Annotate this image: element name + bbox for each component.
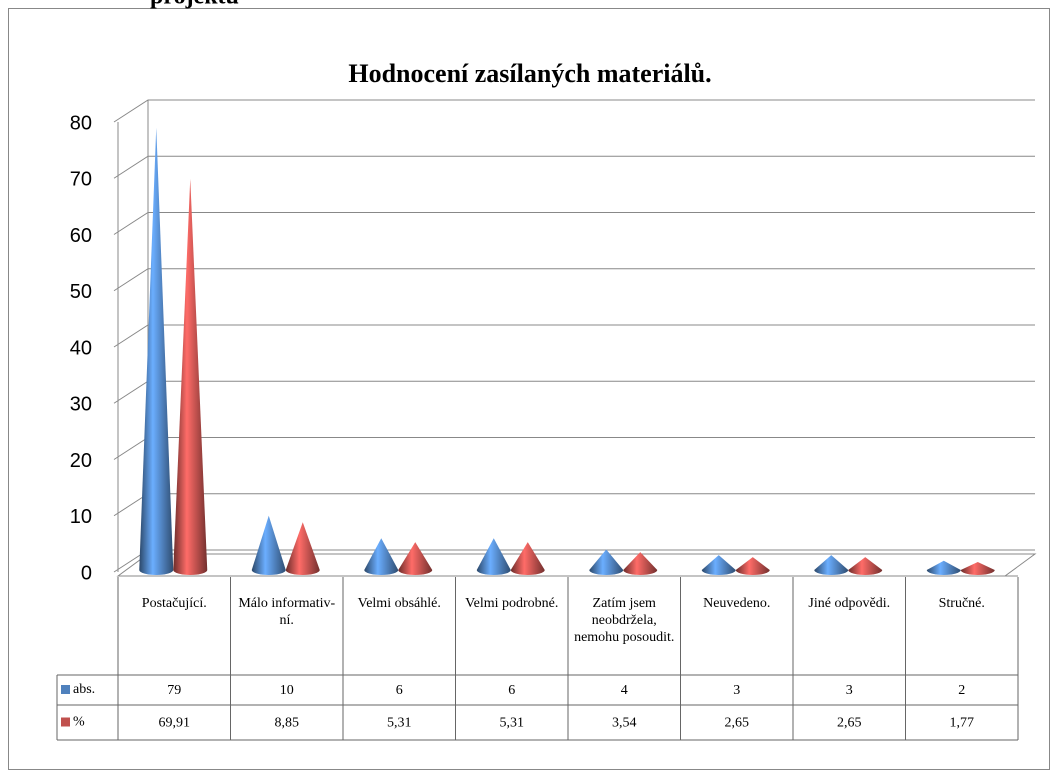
cone	[510, 542, 545, 575]
data-label: 8,85	[275, 716, 300, 731]
x-tick-label: Velmi obsáhlé.	[357, 596, 441, 611]
legend-key	[61, 717, 70, 727]
data-label: 6	[396, 683, 403, 698]
legend-label: %	[73, 715, 85, 730]
data-label: 10	[280, 683, 294, 698]
x-tick-label: Velmi podrobné.	[465, 596, 559, 611]
grid-line	[113, 268, 1035, 292]
y-tick-label: 10	[70, 506, 92, 528]
chart-title: Hodnocení zasílaných materiálů.	[348, 59, 711, 88]
y-tick-label: 30	[70, 394, 92, 416]
x-tick-label: Postačující.	[141, 596, 207, 611]
data-label: 2,65	[837, 716, 862, 731]
cone	[735, 557, 770, 575]
cone	[848, 557, 883, 575]
legend-key	[61, 685, 70, 694]
x-tick-label: Neuvedeno.	[703, 596, 771, 611]
data-label: 2	[958, 683, 965, 698]
heading-bg	[140, 0, 300, 8]
x-tick-label: Stručné.	[938, 596, 985, 611]
y-tick-label: 60	[70, 225, 92, 247]
cone	[814, 555, 849, 575]
cone	[476, 538, 511, 575]
y-tick-label: 80	[70, 112, 92, 134]
data-label: 1,77	[950, 716, 975, 731]
data-label: 5,31	[387, 716, 412, 731]
cone	[398, 542, 433, 575]
grid-line	[113, 324, 1035, 348]
data-label: 5,31	[500, 716, 525, 731]
data-label: 79	[167, 683, 181, 698]
legend-label: abs.	[73, 682, 95, 697]
data-label: 3	[733, 683, 740, 698]
cone	[139, 127, 174, 575]
grid-line	[113, 155, 1035, 179]
y-tick-label: 20	[70, 450, 92, 472]
data-label: 69,91	[159, 716, 191, 731]
data-label: 3,54	[612, 716, 637, 731]
cone	[251, 515, 286, 575]
cone	[960, 562, 995, 575]
cone	[364, 538, 399, 575]
grid-line	[113, 99, 1035, 123]
data-label: 3	[846, 683, 853, 698]
x-tick-label: Jiné odpovědi.	[808, 596, 891, 611]
cone	[701, 555, 736, 575]
cone	[173, 178, 208, 575]
data-label: 2,65	[725, 716, 750, 731]
y-tick-label: 70	[70, 169, 92, 191]
y-tick-label: 0	[81, 562, 92, 584]
cone	[285, 522, 320, 575]
data-label: 4	[621, 683, 628, 698]
x-tick-label: Málo informativ-ní.	[238, 596, 336, 628]
y-tick-label: 50	[70, 281, 92, 303]
x-tick-label: Zatím jsem neobdržela, nemohu posoudit.	[574, 596, 675, 645]
cone	[589, 549, 624, 575]
grid-line	[113, 212, 1035, 235]
heading: projektu	[150, 0, 239, 10]
data-label: 6	[508, 683, 515, 698]
y-tick-label: 40	[70, 337, 92, 359]
cone	[623, 552, 658, 575]
cone	[926, 560, 961, 575]
